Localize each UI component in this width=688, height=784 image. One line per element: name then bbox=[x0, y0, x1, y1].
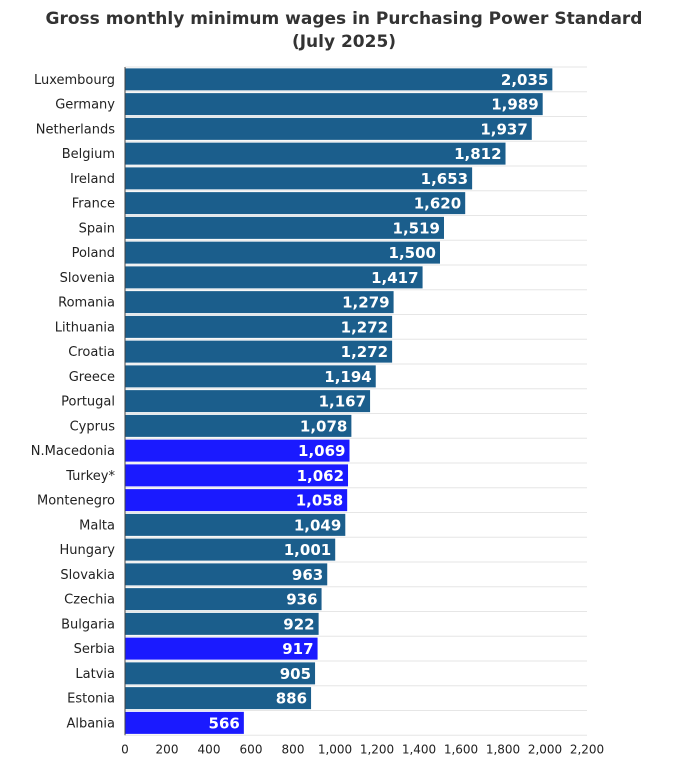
x-tick-label: 0 bbox=[121, 742, 129, 756]
x-axis-title: PPS bbox=[343, 782, 369, 784]
category-label: Netherlands bbox=[36, 122, 115, 137]
value-label: 886 bbox=[276, 690, 307, 708]
value-label: 1,272 bbox=[341, 343, 388, 361]
bar-portugal bbox=[125, 390, 371, 413]
category-label: Cyprus bbox=[70, 419, 116, 434]
bar-netherlands bbox=[125, 117, 532, 140]
bar-spain bbox=[125, 216, 444, 239]
bar-n-macedonia bbox=[125, 439, 350, 462]
value-label: 1,069 bbox=[298, 442, 345, 460]
bar-romania bbox=[125, 291, 394, 314]
category-label: Spain bbox=[79, 221, 115, 236]
value-label: 1,194 bbox=[324, 368, 371, 386]
category-label: Serbia bbox=[74, 642, 115, 657]
value-label: 2,035 bbox=[501, 71, 548, 89]
bar-france bbox=[125, 192, 466, 215]
chart-title-line-2: (July 2025) bbox=[291, 32, 397, 52]
category-label: Bulgaria bbox=[61, 617, 115, 632]
x-tick-label: 400 bbox=[198, 742, 221, 756]
value-label: 917 bbox=[282, 640, 313, 658]
bar-serbia bbox=[125, 637, 318, 660]
bar-ireland bbox=[125, 167, 473, 190]
bar-luxembourg bbox=[125, 68, 553, 91]
category-label: Albania bbox=[66, 716, 115, 731]
category-label: Romania bbox=[58, 296, 115, 311]
category-label: Croatia bbox=[68, 345, 115, 360]
value-label: 1,078 bbox=[300, 417, 347, 435]
bar-croatia bbox=[125, 340, 393, 363]
bar-czechia bbox=[125, 588, 322, 611]
value-label: 1,812 bbox=[454, 145, 501, 163]
bar-lithuania bbox=[125, 315, 393, 338]
category-label: Luxembourg bbox=[34, 73, 115, 88]
value-label: 1,049 bbox=[294, 516, 341, 534]
value-label: 1,001 bbox=[284, 541, 331, 559]
value-label: 922 bbox=[283, 615, 314, 633]
bar-poland bbox=[125, 241, 440, 264]
bar-turkey- bbox=[125, 464, 349, 487]
value-label: 1,058 bbox=[296, 492, 343, 510]
category-label: Portugal bbox=[61, 395, 115, 410]
x-tick-label: 1,400 bbox=[402, 742, 436, 756]
bar-albania bbox=[125, 711, 244, 734]
bar-slovakia bbox=[125, 563, 328, 586]
x-tick-label: 1,000 bbox=[318, 742, 352, 756]
bar-cyprus bbox=[125, 414, 352, 437]
category-label: France bbox=[72, 197, 115, 212]
chart-title-line-1: Gross monthly minimum wages in Purchasin… bbox=[45, 9, 643, 29]
x-tick-label: 200 bbox=[156, 742, 179, 756]
value-label: 1,500 bbox=[389, 244, 436, 262]
category-label: Latvia bbox=[75, 667, 115, 682]
category-label: N.Macedonia bbox=[31, 444, 115, 459]
category-label: Slovenia bbox=[60, 271, 115, 286]
value-label: 1,167 bbox=[319, 393, 366, 411]
value-label: 963 bbox=[292, 566, 323, 584]
bar-montenegro bbox=[125, 489, 348, 512]
value-label: 1,272 bbox=[341, 318, 388, 336]
bar-estonia bbox=[125, 687, 312, 710]
x-tick-label: 1,800 bbox=[486, 742, 520, 756]
category-label: Belgium bbox=[62, 147, 115, 162]
value-label: 566 bbox=[209, 714, 240, 732]
category-label: Germany bbox=[55, 98, 115, 113]
value-label: 905 bbox=[280, 665, 311, 683]
category-label: Greece bbox=[69, 370, 115, 385]
category-label: Lithuania bbox=[55, 320, 115, 335]
category-label: Hungary bbox=[59, 543, 115, 558]
value-label: 1,653 bbox=[421, 170, 468, 188]
bar-germany bbox=[125, 93, 543, 116]
value-label: 936 bbox=[286, 591, 317, 609]
bar-hungary bbox=[125, 538, 336, 561]
value-label: 1,937 bbox=[480, 120, 527, 138]
value-label: 1,279 bbox=[342, 294, 389, 312]
bar-latvia bbox=[125, 662, 316, 685]
category-label: Slovakia bbox=[60, 568, 115, 583]
category-label: Malta bbox=[79, 518, 115, 533]
bar-bulgaria bbox=[125, 612, 319, 635]
x-tick-label: 600 bbox=[240, 742, 263, 756]
bar-belgium bbox=[125, 142, 506, 165]
category-label: Czechia bbox=[64, 593, 115, 608]
value-label: 1,417 bbox=[371, 269, 418, 287]
category-label: Turkey* bbox=[65, 469, 115, 484]
value-label: 1,989 bbox=[491, 96, 538, 114]
chart-title: Gross monthly minimum wages in Purchasin… bbox=[0, 8, 688, 54]
x-tick-label: 1,200 bbox=[360, 742, 394, 756]
category-label: Ireland bbox=[70, 172, 115, 187]
category-label: Montenegro bbox=[37, 494, 115, 509]
category-label: Poland bbox=[72, 246, 115, 261]
bar-greece bbox=[125, 365, 376, 388]
bar-malta bbox=[125, 513, 346, 536]
value-label: 1,062 bbox=[297, 467, 344, 485]
x-tick-label: 1,600 bbox=[444, 742, 478, 756]
bar-slovenia bbox=[125, 266, 423, 289]
x-tick-label: 800 bbox=[282, 742, 305, 756]
value-label: 1,620 bbox=[414, 195, 461, 213]
category-label: Estonia bbox=[67, 692, 115, 707]
x-tick-label: 2,200 bbox=[570, 742, 604, 756]
value-label: 1,519 bbox=[393, 219, 440, 237]
x-tick-label: 2,000 bbox=[528, 742, 562, 756]
